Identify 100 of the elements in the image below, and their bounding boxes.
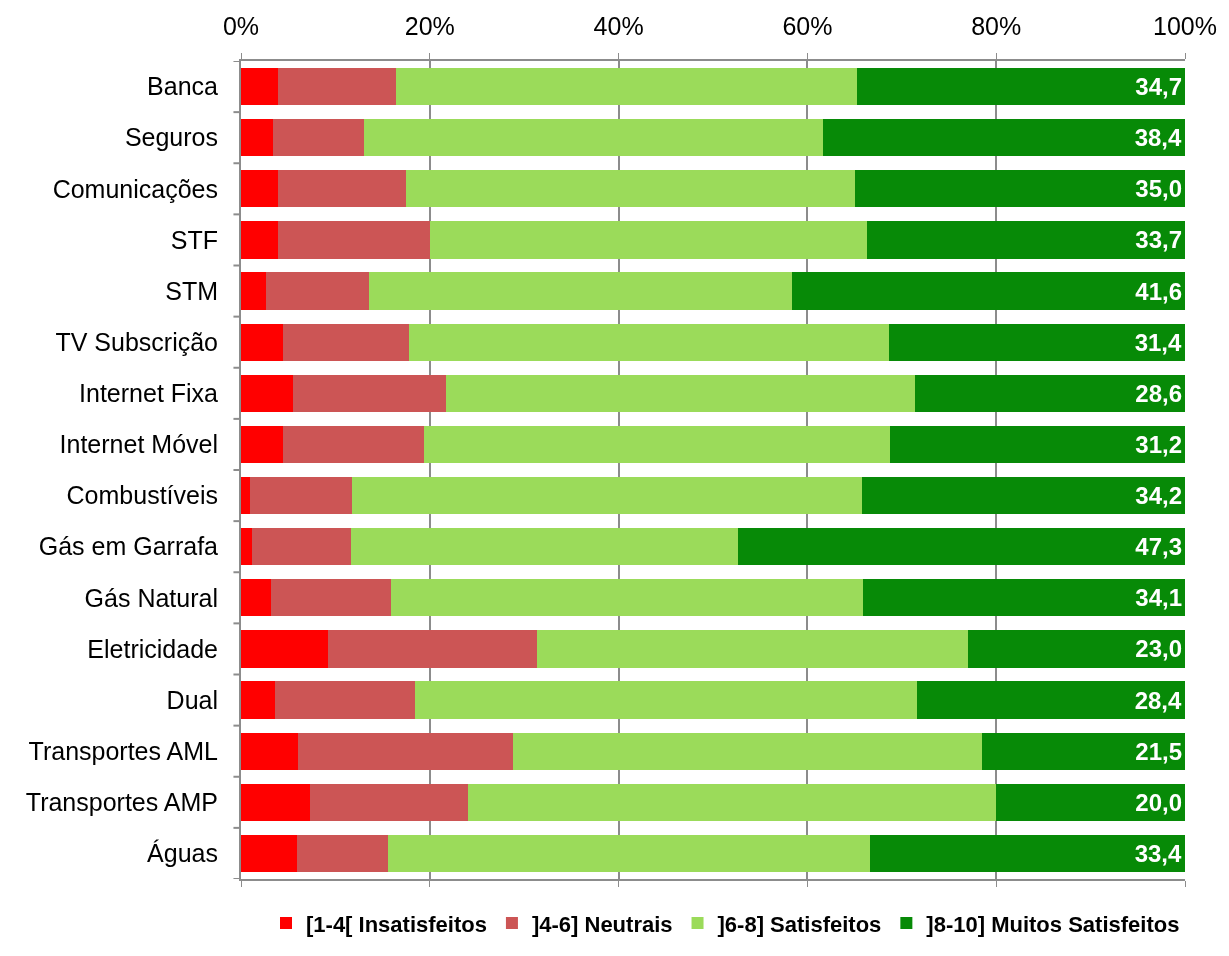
bar: [277, 67, 396, 106]
bar: [327, 630, 538, 668]
y-tick-label: STF: [170, 225, 218, 254]
bar: [273, 119, 364, 157]
bar: [283, 323, 410, 361]
bar: [429, 221, 867, 259]
data-label: 38,4: [1134, 124, 1182, 152]
x-tick-label: 100%: [1153, 12, 1217, 40]
x-tick-label: 20%: [404, 12, 455, 40]
bar: [265, 272, 370, 310]
bar: [869, 834, 1185, 873]
bar: [241, 834, 297, 873]
y-tick-label: Internet Fixa: [79, 379, 219, 408]
bar: [271, 579, 392, 617]
y-tick-label: Combustíveis: [66, 481, 218, 510]
bar: [996, 783, 1185, 821]
bar: [283, 425, 425, 464]
data-label: 33,4: [1134, 839, 1182, 867]
y-tick-label: Transportes AML: [28, 736, 219, 765]
x-tick-label: 40%: [593, 12, 644, 40]
data-label: 35,0: [1135, 175, 1182, 203]
legend-label: [1-4[ Insatisfeitos: [306, 911, 487, 937]
legend-label: ]4-6] Neutrais: [531, 911, 673, 937]
bar: [395, 67, 858, 106]
data-label: 28,6: [1135, 379, 1182, 407]
data-label: 31,4: [1134, 328, 1182, 356]
bar: [363, 119, 823, 157]
bar: [862, 476, 1185, 515]
bar: [241, 681, 275, 719]
bar: [738, 528, 1185, 566]
bar: [241, 579, 272, 617]
bar: [406, 170, 855, 208]
bar: [252, 528, 351, 566]
bar: [391, 579, 864, 617]
bar: [512, 732, 983, 770]
data-label: 41,6: [1135, 277, 1182, 305]
bar: [241, 170, 278, 208]
bar: [854, 170, 1185, 208]
bar: [297, 732, 513, 770]
y-tick-label: TV Subscrição: [55, 327, 218, 356]
data-label: 31,2: [1135, 430, 1182, 458]
bar: [241, 374, 293, 412]
bar: [241, 476, 250, 515]
bar: [890, 425, 1185, 464]
data-label: 34,7: [1135, 73, 1182, 101]
y-tick-label: Gás Natural: [84, 583, 218, 612]
data-label: 28,4: [1134, 686, 1182, 714]
bar: [292, 374, 446, 412]
data-label: 34,2: [1135, 482, 1182, 510]
bar: [277, 221, 430, 259]
bar: [274, 681, 415, 719]
y-tick-label: Águas: [147, 839, 218, 868]
bar: [866, 221, 1185, 259]
bar: [467, 783, 997, 821]
x-tick-label: 60%: [782, 12, 833, 40]
bar: [241, 272, 266, 310]
data-label: 20,0: [1135, 788, 1182, 816]
bar: [249, 476, 353, 515]
bar: [388, 834, 870, 873]
legend-label: ]6-8] Satisfeitos: [717, 911, 882, 937]
data-label: 47,3: [1135, 533, 1182, 561]
y-tick-label: Comunicações: [52, 174, 218, 203]
bar: [369, 272, 793, 310]
bar: [409, 323, 889, 361]
bar: [414, 681, 917, 719]
x-tick-label: 80%: [971, 12, 1022, 40]
bar: [792, 272, 1185, 310]
bar: [241, 630, 328, 668]
bar: [241, 67, 278, 106]
bar: [241, 425, 284, 464]
bar: [537, 630, 968, 668]
bar: [967, 630, 1185, 668]
y-tick-label: Internet Móvel: [59, 430, 218, 459]
bar: [822, 119, 1185, 157]
bar: [888, 323, 1185, 361]
bar: [241, 119, 274, 157]
bar: [350, 528, 739, 566]
bar: [241, 732, 298, 770]
bar: [241, 528, 253, 566]
bar: [445, 374, 916, 412]
legend-label: ]8-10] Muitos Satisfeitos: [926, 911, 1180, 937]
bar: [863, 579, 1185, 617]
x-tick-label: 0%: [222, 12, 260, 40]
data-label: 33,7: [1135, 226, 1182, 254]
data-label: 34,1: [1135, 584, 1182, 612]
bar: [296, 834, 389, 873]
y-tick-label: Seguros: [124, 123, 218, 152]
y-tick-label: Gás em Garrafa: [38, 532, 219, 561]
bar: [241, 221, 278, 259]
bar: [424, 425, 891, 464]
bar: [241, 783, 310, 821]
bar: [857, 67, 1185, 106]
bar: [277, 170, 407, 208]
bar: [241, 323, 284, 361]
bar: [916, 681, 1185, 719]
y-tick-label: Eletricidade: [87, 634, 218, 663]
bar: [309, 783, 468, 821]
y-tick-label: STM: [165, 276, 218, 305]
y-tick-label: Banca: [147, 72, 219, 101]
y-tick-label: Transportes AMP: [25, 788, 218, 817]
